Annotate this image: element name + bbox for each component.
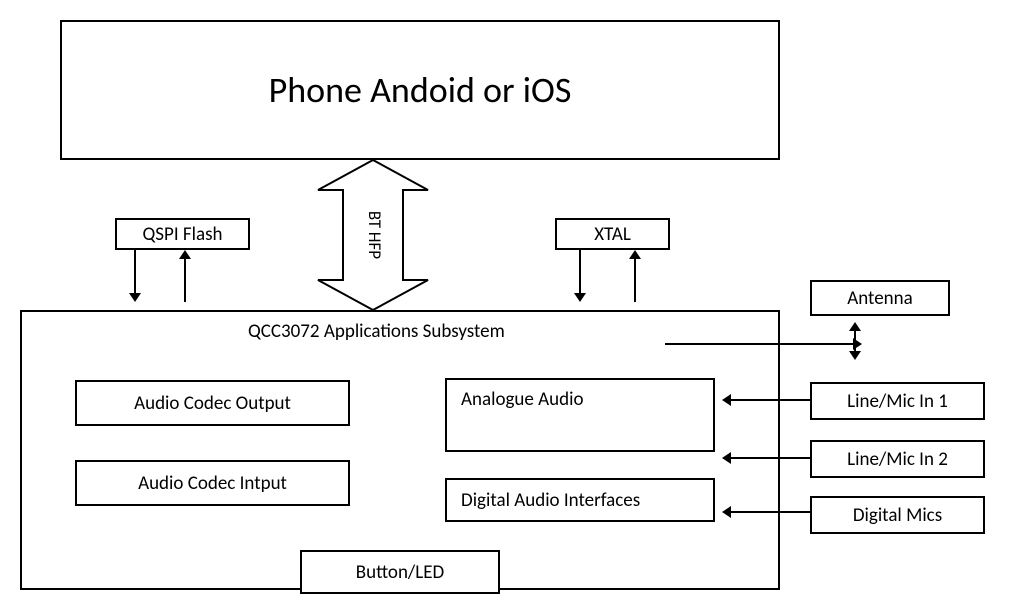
- line-mic-in-2-box: Line/Mic In 2: [810, 440, 985, 478]
- line-mic-in-2-label: Line/Mic In 2: [847, 448, 948, 471]
- audio-codec-output-label: Audio Codec Output: [134, 392, 291, 415]
- analogue-audio-box: Analogue Audio: [445, 378, 715, 452]
- bt-hfp-label: BT HFP: [364, 211, 385, 259]
- line-mic-in-1-box: Line/Mic In 1: [810, 382, 985, 420]
- qspi-flash-box: QSPI Flash: [115, 218, 250, 250]
- diagram-stage: Phone Andoid or iOS QSPI Flash XTAL Ante…: [0, 0, 1019, 603]
- line-mic-in-1-label: Line/Mic In 1: [847, 390, 948, 413]
- subsystem-title: QCC3072 Applications Subsystem: [248, 320, 505, 343]
- audio-codec-input-label: Audio Codec Intput: [138, 472, 287, 495]
- phone-label: Phone Andoid or iOS: [269, 68, 572, 112]
- antenna-label: Antenna: [847, 287, 912, 310]
- digital-mics-label: Digital Mics: [853, 504, 942, 527]
- digital-audio-interfaces-label: Digital Audio Interfaces: [461, 489, 640, 512]
- digital-audio-interfaces-box: Digital Audio Interfaces: [445, 478, 715, 522]
- audio-codec-output-box: Audio Codec Output: [75, 380, 350, 426]
- antenna-box: Antenna: [810, 280, 950, 316]
- analogue-audio-label: Analogue Audio: [461, 388, 583, 411]
- digital-mics-box: Digital Mics: [810, 496, 985, 534]
- button-led-label: Button/LED: [356, 561, 444, 584]
- xtal-label: XTAL: [594, 223, 631, 246]
- xtal-box: XTAL: [555, 218, 670, 250]
- phone-box: Phone Andoid or iOS: [60, 20, 780, 160]
- audio-codec-input-box: Audio Codec Intput: [75, 460, 350, 506]
- qspi-flash-label: QSPI Flash: [142, 223, 222, 246]
- button-led-box: Button/LED: [300, 550, 500, 594]
